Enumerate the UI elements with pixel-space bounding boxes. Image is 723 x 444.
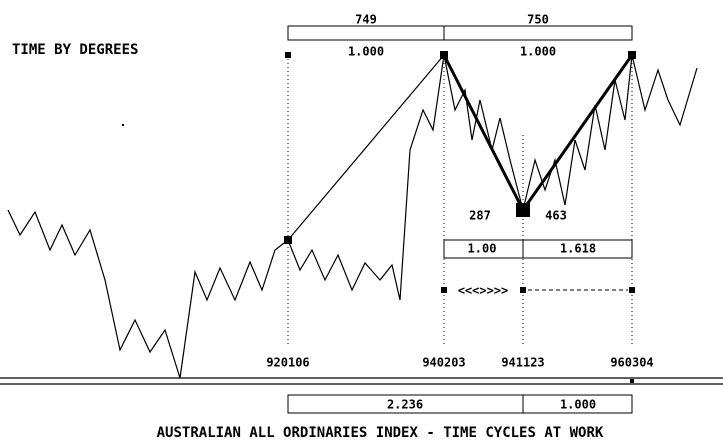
marker [520, 287, 526, 293]
connector [287, 54, 445, 241]
box-label: 750 [527, 13, 549, 27]
footer: AUSTRALIAN ALL ORDINARIES INDEX - TIME C… [157, 425, 604, 441]
marker [285, 52, 291, 58]
marker [516, 203, 530, 217]
arrow-text: <<<>>>> [458, 284, 509, 298]
marker [440, 51, 448, 59]
marker [630, 379, 634, 383]
date-label: 920106 [266, 356, 309, 370]
marker [284, 236, 292, 244]
ratio-box [443, 239, 633, 259]
top-box [287, 25, 633, 41]
ratio-label: 1.00 [468, 242, 497, 256]
ratio-label: 1.000 [520, 45, 556, 59]
date-label: 941123 [501, 356, 544, 370]
chart-title: TIME BY DEGREES [12, 42, 138, 58]
bottom-box [287, 394, 633, 414]
dot [122, 124, 124, 126]
price-line [7, 54, 698, 379]
wave-label: 287 [469, 209, 491, 223]
ratio-label: 1.618 [560, 242, 596, 256]
box-label: 749 [355, 13, 377, 27]
marker [441, 287, 447, 293]
marker [628, 51, 636, 59]
date-label: 960304 [610, 356, 653, 370]
date-label: 940203 [422, 356, 465, 370]
ratio-label: 2.236 [387, 398, 423, 412]
wave-label: 463 [545, 209, 567, 223]
marker [629, 287, 635, 293]
ratio-label: 1.000 [348, 45, 384, 59]
ratio-label: 1.000 [560, 398, 596, 412]
